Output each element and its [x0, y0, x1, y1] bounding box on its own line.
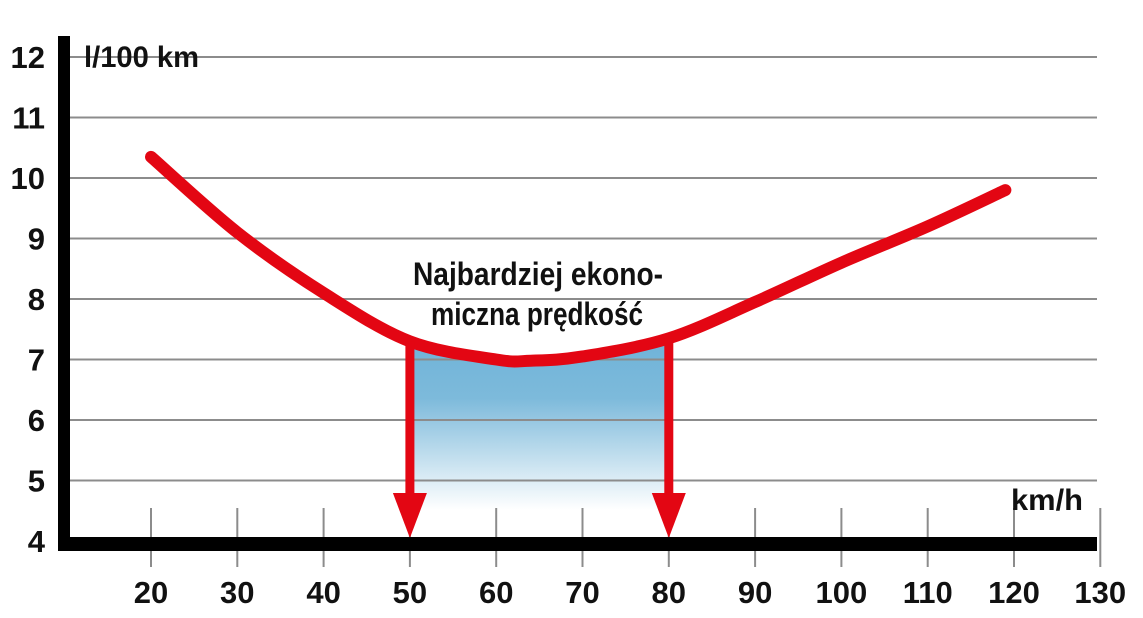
x-tick-label: 120	[988, 575, 1040, 610]
x-tick-label: 90	[738, 575, 772, 610]
y-tick-label: 5	[28, 464, 45, 499]
x-tick-label: 70	[565, 575, 599, 610]
y-tick-label: 11	[12, 101, 45, 136]
x-tick-label: 20	[134, 575, 168, 610]
x-axis-tick-labels: 20 30 40 50 60 70 80 90 100 110 120 130	[134, 575, 1126, 610]
y-tick-label: 7	[28, 343, 45, 378]
x-tick-label: 40	[306, 575, 340, 610]
x-tick-label: 130	[1074, 575, 1126, 610]
y-tick-label: 4	[28, 524, 46, 559]
arrow-down-icon	[651, 493, 686, 538]
economic-speed-range-shade	[409, 338, 669, 510]
x-tick-label: 100	[816, 575, 868, 610]
annotation-line-1: Najbardziej ekono-	[413, 256, 663, 292]
range-arrows	[392, 338, 686, 538]
x-tick-label: 80	[652, 575, 686, 610]
x-axis-unit-label: km/h	[1011, 484, 1083, 517]
x-tick-label: 60	[479, 575, 513, 610]
y-tick-label: 12	[11, 40, 45, 75]
annotation-line-2: miczna prędkość	[431, 296, 643, 332]
arrow-shaft	[664, 338, 674, 495]
x-tick-label: 50	[393, 575, 427, 610]
arrow-shaft	[405, 341, 415, 495]
x-tick-label: 30	[220, 575, 254, 610]
arrow-down-icon	[392, 493, 427, 538]
y-axis-unit-label: l/100 km	[84, 41, 199, 74]
fuel-consumption-curve	[145, 150, 1012, 368]
y-tick-label: 10	[11, 161, 45, 196]
y-tick-label: 8	[28, 282, 45, 317]
y-axis-tick-labels: 4 5 6 7 8 9 10 11 12	[11, 40, 46, 559]
curve-line	[145, 150, 1012, 368]
y-axis-line	[58, 36, 70, 551]
shade-area	[409, 338, 669, 510]
y-tick-label: 9	[28, 222, 45, 257]
y-tick-label: 6	[28, 403, 45, 438]
x-tick-label: 110	[903, 575, 953, 610]
axes	[58, 36, 1097, 551]
x-axis-line	[58, 537, 1097, 551]
